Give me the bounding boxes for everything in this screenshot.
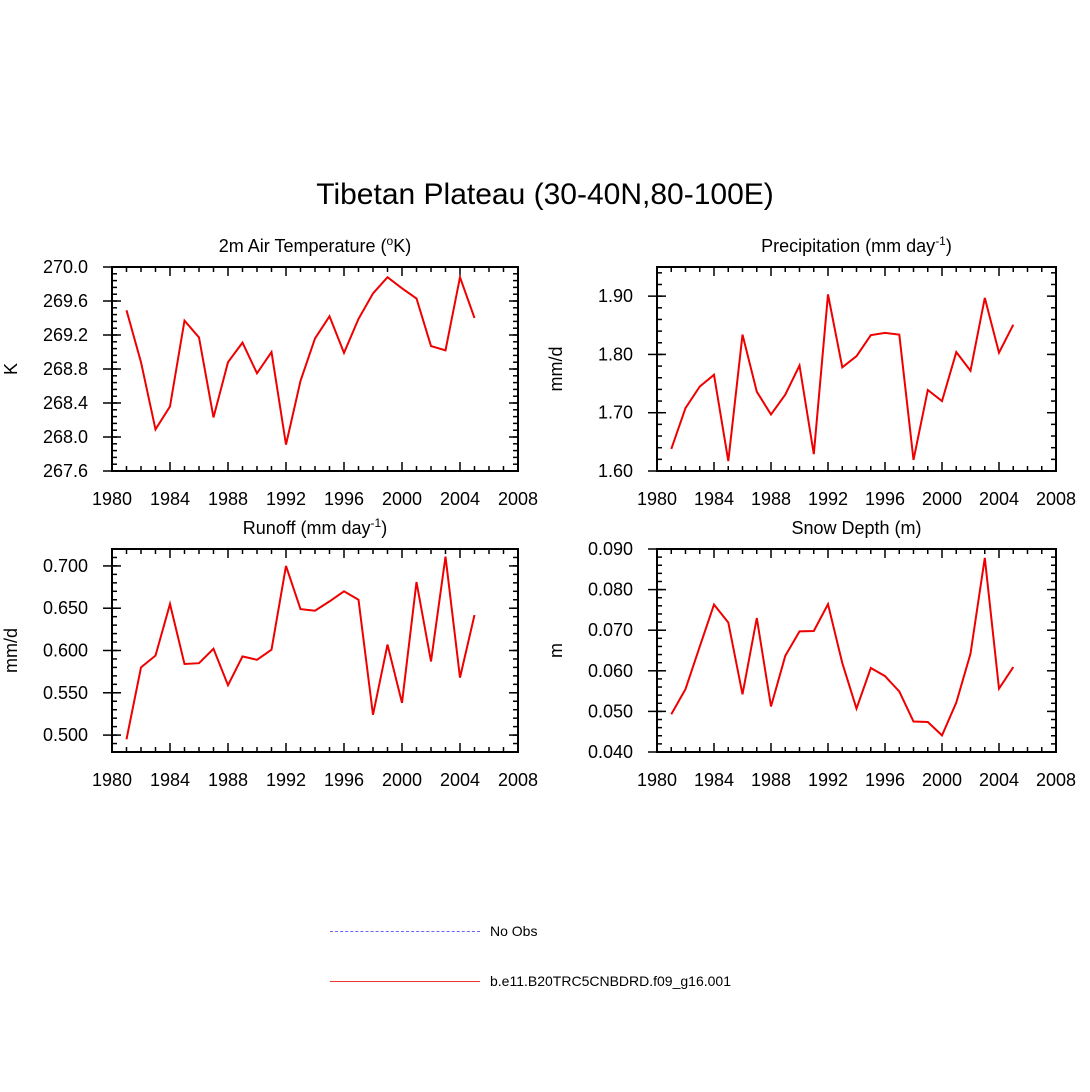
y-axis-label: mm/d <box>1 628 21 673</box>
x-tick-label: 2004 <box>440 489 480 509</box>
panel-title: 2m Air Temperature (oK) <box>219 234 411 256</box>
y-tick-label: 0.090 <box>588 539 633 559</box>
x-tick-label: 1992 <box>266 489 306 509</box>
y-axis-label: K <box>1 363 21 375</box>
legend-item-model: b.e11.B20TRC5CNBDRD.f09_g16.001 <box>330 965 830 1015</box>
y-tick-label: 1.60 <box>598 461 633 481</box>
x-tick-label: 2000 <box>922 489 962 509</box>
y-tick-label: 267.6 <box>43 461 88 481</box>
x-tick-label: 1988 <box>208 770 248 790</box>
y-tick-label: 0.500 <box>43 725 88 745</box>
series-line <box>125 556 476 740</box>
x-tick-label: 1980 <box>92 489 132 509</box>
panel-precipitation: 1980 1984 1988 1992 1996 2000 2004 2008 1.60 1.70… <box>546 234 1076 509</box>
y-tick-label: 1.70 <box>598 403 633 423</box>
x-tick-label: 2008 <box>1036 770 1076 790</box>
x-tick-label: 1980 <box>92 770 132 790</box>
y-tick-label: 0.070 <box>588 620 633 640</box>
plot-frame <box>656 548 1057 753</box>
x-tick-label: 1984 <box>150 770 190 790</box>
y-tick-label: 0.650 <box>43 598 88 618</box>
x-tick-label: 1996 <box>865 770 905 790</box>
plot-frame <box>111 266 519 472</box>
x-tick-label: 1984 <box>694 770 734 790</box>
legend: No Obs b.e11.B20TRC5CNBDRD.f09_g16.001 <box>330 915 830 1015</box>
panel-title: Snow Depth (m) <box>791 518 921 538</box>
x-tick-label: 1992 <box>266 770 306 790</box>
panel-title: Runoff (mm day-1) <box>243 516 387 538</box>
y-tick-label: 0.080 <box>588 580 633 600</box>
y-tick-label: 268.0 <box>43 427 88 447</box>
x-tick-label: 2000 <box>382 770 422 790</box>
panel-snow-depth: 1980 1984 1988 1992 1996 2000 2004 2008 0.040 0.0… <box>546 518 1076 790</box>
x-tick-label: 2008 <box>1036 489 1076 509</box>
x-tick-label: 2000 <box>382 489 422 509</box>
y-axis-label: m <box>546 643 566 658</box>
series-line <box>125 273 476 445</box>
x-tick-label: 2004 <box>979 770 1019 790</box>
x-tick-label: 1984 <box>150 489 190 509</box>
legend-item-no-obs: No Obs <box>330 915 830 965</box>
x-tick-label: 1996 <box>865 489 905 509</box>
x-tick-label: 1984 <box>694 489 734 509</box>
y-tick-label: 269.6 <box>43 291 88 311</box>
series-line <box>670 294 1015 462</box>
x-tick-label: 1996 <box>324 770 364 790</box>
x-tick-label: 2004 <box>979 489 1019 509</box>
y-tick-label: 0.040 <box>588 742 633 762</box>
legend-swatch-dashed <box>330 931 480 932</box>
x-tick-label: 2004 <box>440 770 480 790</box>
series-line <box>670 557 1015 738</box>
y-tick-label: 1.90 <box>598 286 633 306</box>
legend-label: No Obs <box>490 923 538 939</box>
y-tick-label: 1.80 <box>598 344 633 364</box>
x-tick-label: 2000 <box>922 770 962 790</box>
legend-label: b.e11.B20TRC5CNBDRD.f09_g16.001 <box>490 973 731 989</box>
y-tick-label: 268.8 <box>43 359 88 379</box>
y-tick-label: 0.050 <box>588 701 633 721</box>
y-tick-label: 0.060 <box>588 661 633 681</box>
x-tick-label: 1980 <box>637 489 677 509</box>
y-tick-label: 0.700 <box>43 556 88 576</box>
y-tick-label: 0.600 <box>43 641 88 661</box>
y-tick-label: 0.550 <box>43 683 88 703</box>
x-tick-label: 1988 <box>208 489 248 509</box>
panel-title: Precipitation (mm day-1) <box>761 234 952 256</box>
x-tick-label: 1992 <box>808 489 848 509</box>
y-tick-label: 270.0 <box>43 257 88 277</box>
panel-runoff: 1980 1984 1988 1992 1996 2000 2004 2008 0.500 0.5… <box>1 516 538 790</box>
x-tick-label: 2008 <box>498 489 538 509</box>
x-tick-label: 1988 <box>751 489 791 509</box>
legend-swatch-solid <box>330 981 480 982</box>
x-tick-label: 1992 <box>808 770 848 790</box>
x-tick-label: 1988 <box>751 770 791 790</box>
x-tick-label: 1996 <box>324 489 364 509</box>
figure-title: Tibetan Plateau (30-40N,80-100E) <box>316 178 774 211</box>
plot-frame <box>656 266 1057 472</box>
y-axis-label: mm/d <box>546 347 566 392</box>
x-tick-label: 1980 <box>637 770 677 790</box>
y-tick-label: 268.4 <box>43 393 88 413</box>
y-tick-label: 269.2 <box>43 325 88 345</box>
panel-air-temperature: 1980 1984 1988 1992 1996 2000 2004 2008 267.6 268… <box>1 234 538 509</box>
x-tick-label: 2008 <box>498 770 538 790</box>
